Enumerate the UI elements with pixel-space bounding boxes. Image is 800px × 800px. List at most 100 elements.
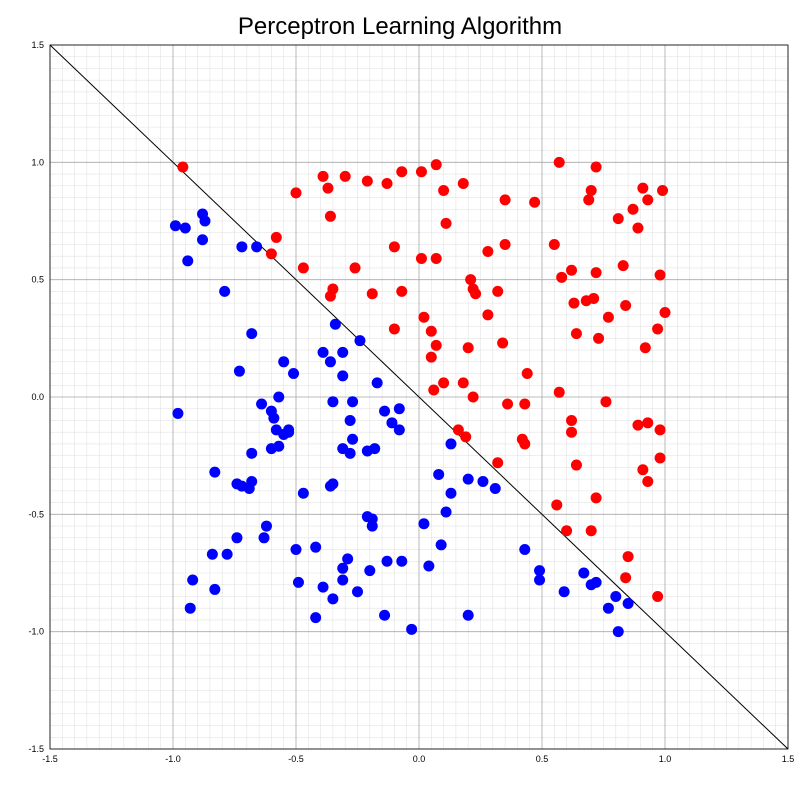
blue-point [337, 562, 349, 574]
blue-point [246, 475, 258, 487]
blue-point [324, 356, 336, 368]
blue-point [418, 518, 430, 530]
red-point [620, 572, 632, 584]
x-tick-label: -0.5 [288, 754, 304, 764]
blue-point [258, 532, 270, 544]
blue-point [329, 318, 341, 330]
blue-point [396, 555, 408, 567]
red-point [652, 323, 664, 335]
blue-point [182, 255, 194, 267]
x-tick-label: 1.5 [782, 754, 795, 764]
blue-point [354, 335, 366, 347]
blue-point [590, 576, 602, 588]
red-point [654, 424, 666, 436]
blue-point [440, 506, 452, 518]
red-point [600, 396, 612, 408]
blue-point [219, 285, 231, 297]
blue-point [534, 574, 546, 586]
blue-point [445, 438, 457, 450]
red-point [418, 311, 430, 323]
red-point [430, 339, 442, 351]
x-tick-label: -1.5 [42, 754, 58, 764]
y-tick-label: 0.5 [31, 275, 44, 285]
red-point [430, 159, 442, 171]
red-point [654, 452, 666, 464]
red-point [553, 156, 565, 168]
red-point [339, 170, 351, 182]
blue-point [622, 598, 634, 610]
blue-point [534, 565, 546, 577]
red-point [593, 332, 605, 344]
red-point [620, 299, 632, 311]
red-point [553, 386, 565, 398]
red-point [529, 196, 541, 208]
red-point [438, 184, 450, 196]
red-point [551, 499, 563, 511]
blue-point [273, 391, 285, 403]
data-points [169, 156, 671, 638]
blue-point [337, 346, 349, 358]
red-point [583, 194, 595, 206]
blue-point [386, 417, 398, 429]
blue-point [327, 396, 339, 408]
red-point [482, 246, 494, 258]
red-point [590, 492, 602, 504]
red-point [590, 267, 602, 279]
red-point [467, 391, 479, 403]
red-point [502, 398, 514, 410]
decision-boundary-group [49, 44, 789, 750]
red-point [499, 194, 511, 206]
red-point [438, 377, 450, 389]
red-point [568, 297, 580, 309]
blue-point [393, 424, 405, 436]
blue-point [297, 487, 309, 499]
blue-point [268, 412, 280, 424]
blue-point [172, 407, 184, 419]
red-point [632, 222, 644, 234]
red-point [290, 187, 302, 199]
red-point [519, 438, 531, 450]
blue-point [169, 220, 181, 232]
blue-point [337, 574, 349, 586]
blue-point [179, 222, 191, 234]
red-point [381, 177, 393, 189]
x-tick-label: 0.0 [413, 754, 426, 764]
red-point [265, 248, 277, 260]
blue-point [209, 583, 221, 595]
blue-point [317, 346, 329, 358]
blue-point [610, 590, 622, 602]
blue-point [406, 623, 418, 635]
blue-point [246, 328, 258, 340]
y-axis-ticks: 1.5 1.0 0.5 0.0 -0.5 -1.0 -1.5 [28, 40, 44, 754]
blue-point [364, 565, 376, 577]
y-tick-label: 0.0 [31, 392, 44, 402]
blue-point [317, 581, 329, 593]
red-point [556, 271, 568, 283]
red-point [297, 262, 309, 274]
blue-point [344, 414, 356, 426]
red-point [462, 342, 474, 354]
blue-point [379, 609, 391, 621]
red-point [602, 311, 614, 323]
red-point [499, 238, 511, 250]
red-point [639, 342, 651, 354]
red-point [637, 182, 649, 194]
red-point [570, 328, 582, 340]
red-point [270, 231, 282, 243]
red-point [396, 166, 408, 178]
red-point [627, 203, 639, 215]
blue-point [199, 215, 211, 227]
blue-point [477, 475, 489, 487]
red-point [452, 424, 464, 436]
blue-point [324, 480, 336, 492]
blue-point [221, 548, 233, 560]
red-point [317, 170, 329, 182]
blue-point [292, 576, 304, 588]
blue-point [445, 487, 457, 499]
blue-point [206, 548, 218, 560]
blue-point [246, 447, 258, 459]
blue-point [288, 368, 300, 380]
blue-point [381, 555, 393, 567]
red-point [519, 398, 531, 410]
red-point [361, 175, 373, 187]
